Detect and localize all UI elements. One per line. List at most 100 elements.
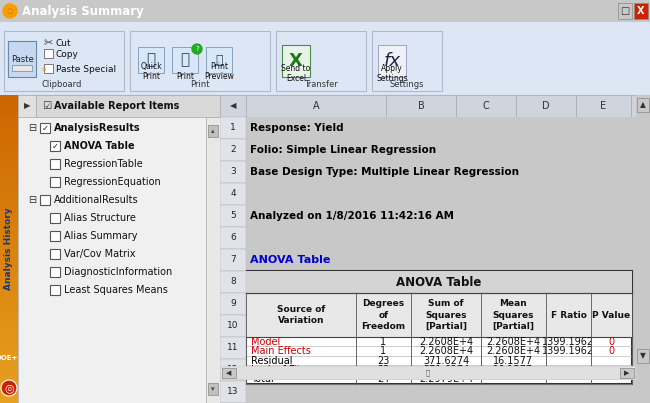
Bar <box>0 299 18 300</box>
Bar <box>0 132 18 133</box>
Bar <box>0 356 18 357</box>
Text: ⦿: ⦿ <box>426 370 430 376</box>
Text: Print: Print <box>190 80 210 89</box>
Bar <box>0 359 18 360</box>
Bar <box>220 249 246 271</box>
Bar <box>0 297 18 298</box>
Bar <box>0 395 18 396</box>
Bar <box>0 350 18 351</box>
Bar <box>0 400 18 401</box>
Text: 371.6274: 371.6274 <box>423 365 469 375</box>
Bar <box>220 381 246 403</box>
Bar <box>0 226 18 227</box>
Bar <box>0 213 18 214</box>
Bar <box>0 154 18 155</box>
Bar <box>0 208 18 209</box>
Bar <box>246 271 632 293</box>
Bar <box>0 141 18 142</box>
Bar <box>0 231 18 232</box>
Bar <box>0 160 18 161</box>
Text: ▾: ▾ <box>211 386 214 392</box>
Bar <box>0 380 18 381</box>
Bar <box>456 95 516 117</box>
Bar <box>386 95 456 117</box>
Bar <box>0 323 18 324</box>
Text: 7: 7 <box>230 256 236 264</box>
Text: ▶: ▶ <box>624 370 630 376</box>
Text: 24: 24 <box>377 374 390 384</box>
Text: 16.1577: 16.1577 <box>493 355 534 366</box>
Bar <box>0 191 18 192</box>
Text: 16.1577: 16.1577 <box>493 365 534 375</box>
Bar <box>0 116 18 117</box>
Bar <box>0 207 18 208</box>
Bar <box>0 311 18 312</box>
Bar <box>0 142 18 143</box>
Text: ✓: ✓ <box>42 123 49 133</box>
Text: RegressionEquation: RegressionEquation <box>64 177 161 187</box>
Bar <box>0 187 18 188</box>
Bar <box>637 349 649 363</box>
Bar <box>50 231 60 241</box>
Bar <box>0 294 18 295</box>
Bar <box>0 228 18 229</box>
Text: 2.2979E+4: 2.2979E+4 <box>419 374 473 384</box>
Bar <box>0 209 18 210</box>
Bar <box>0 95 18 96</box>
Bar <box>637 98 649 112</box>
Bar <box>0 330 18 331</box>
Bar <box>40 123 50 133</box>
Bar <box>0 316 18 317</box>
Bar <box>0 357 18 358</box>
Bar <box>0 333 18 334</box>
Bar <box>0 362 18 363</box>
Bar <box>0 254 18 255</box>
Bar <box>0 232 18 233</box>
Text: 🔍: 🔍 <box>215 54 223 66</box>
Bar <box>0 273 18 274</box>
Bar <box>0 240 18 241</box>
Bar <box>0 96 18 97</box>
Bar <box>0 397 18 398</box>
Bar <box>0 121 18 122</box>
Bar <box>0 169 18 170</box>
Bar <box>0 358 18 359</box>
Bar <box>0 265 18 266</box>
Text: ○: ○ <box>7 8 13 14</box>
Bar <box>0 108 18 109</box>
Bar <box>0 248 18 249</box>
Text: 2.2608E+4: 2.2608E+4 <box>486 337 541 347</box>
Bar <box>0 351 18 352</box>
Bar <box>0 239 18 240</box>
Bar <box>0 158 18 159</box>
Bar <box>0 337 18 338</box>
Bar <box>0 309 18 310</box>
Text: 23: 23 <box>377 365 390 375</box>
Text: 2: 2 <box>230 145 236 154</box>
Bar <box>12 65 32 71</box>
Bar <box>0 130 18 131</box>
Bar <box>620 368 634 378</box>
Bar <box>220 315 246 337</box>
Bar <box>0 289 18 290</box>
Bar <box>0 146 18 147</box>
Text: Paste: Paste <box>10 54 33 64</box>
Bar <box>246 95 386 117</box>
Text: 🖨: 🖨 <box>146 52 155 67</box>
Bar <box>0 137 18 138</box>
Bar <box>0 398 18 399</box>
Text: 11: 11 <box>227 343 239 353</box>
Bar <box>276 31 366 91</box>
Text: Var/Cov Matrix: Var/Cov Matrix <box>64 249 135 259</box>
Bar <box>0 290 18 291</box>
Bar <box>0 332 18 333</box>
Bar <box>0 327 18 328</box>
Bar <box>0 326 18 327</box>
Text: Least Squares Means: Least Squares Means <box>64 285 168 295</box>
Text: DiagnosticInformation: DiagnosticInformation <box>64 267 172 277</box>
Bar <box>0 184 18 185</box>
Text: Analysis Summary: Analysis Summary <box>22 4 144 17</box>
Bar <box>0 385 18 386</box>
Bar <box>0 183 18 184</box>
Bar <box>0 318 18 319</box>
